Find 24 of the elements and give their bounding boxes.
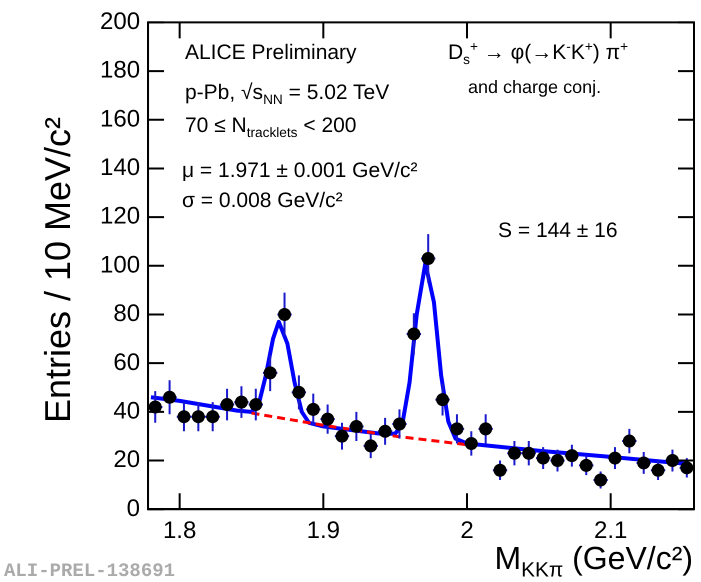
y-tick-label: 200 — [100, 8, 140, 36]
y-tick-label: 180 — [100, 56, 140, 84]
annotation: S = 144 ± 16 — [498, 219, 618, 242]
annotation: and charge conj. — [468, 77, 602, 97]
y-tick-label: 120 — [100, 202, 140, 230]
y-tick-label: 80 — [113, 300, 140, 328]
y-tick-label: 140 — [100, 154, 140, 182]
text: D$_{s}$$^{+}$ → φ(→K$^{-}$K$^{+}$) π$^{+}$ — [448, 39, 628, 68]
annotation: p-Pb, √s$_{NN}$ = 5.02 TeV — [185, 81, 390, 108]
annotation: 70 ≤ N$_{tracklets}$ < 200 — [185, 114, 356, 140]
annotation: μ = 1.971 ± 0.001 GeV/c² — [182, 159, 418, 182]
annotation: σ = 0.008 GeV/c² — [182, 189, 343, 212]
y-tick-label: 100 — [100, 251, 140, 278]
x-tick-label: 1.9 — [306, 517, 340, 544]
x-tick-label: 2 — [460, 517, 474, 544]
y-tick-label: 20 — [113, 446, 140, 474]
y-tick-label: 160 — [100, 105, 140, 132]
x-tick-label: 1.8 — [162, 517, 196, 544]
y-tick-label: 0 — [126, 494, 140, 522]
annotation: ALICE Preliminary — [185, 41, 357, 64]
text: ALI-PREL-138691 — [4, 560, 176, 582]
y-tick-label: 60 — [113, 348, 140, 376]
y-tick-label: 40 — [113, 397, 140, 424]
y-axis-title: Entries / 10 MeV/c² — [37, 116, 79, 424]
